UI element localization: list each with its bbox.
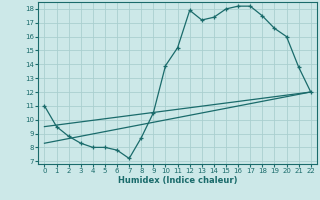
X-axis label: Humidex (Indice chaleur): Humidex (Indice chaleur) [118,176,237,185]
